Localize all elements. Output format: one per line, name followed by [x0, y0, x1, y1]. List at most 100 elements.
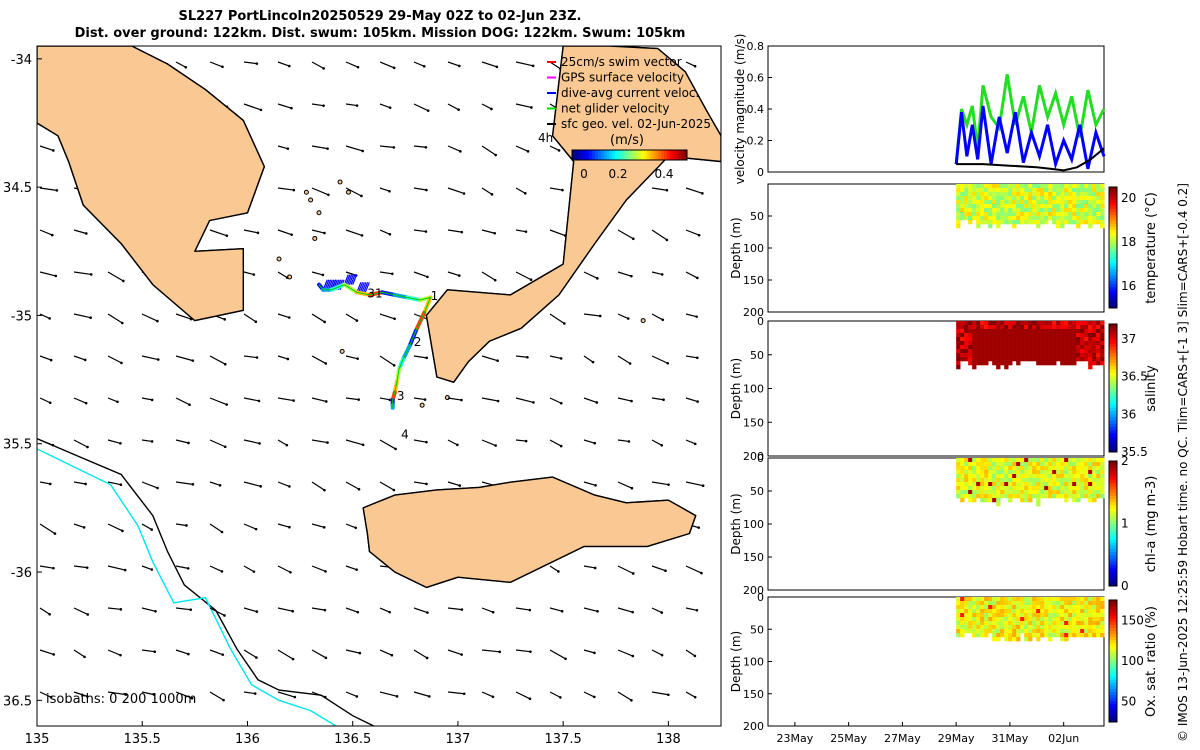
heat-cell	[980, 200, 985, 205]
heat-cell	[1028, 216, 1033, 221]
vector-arrow-head	[495, 65, 499, 69]
heat-cell	[1096, 333, 1101, 338]
heat-cell	[1008, 188, 1013, 193]
heat-cell	[1048, 361, 1053, 366]
heat-cell	[996, 329, 1001, 334]
heat-cell	[1096, 470, 1101, 475]
heat-cell	[1056, 192, 1061, 197]
vector-arrow-head	[323, 488, 326, 492]
heat-cell	[1084, 349, 1089, 354]
vector-arrow-head	[388, 106, 392, 109]
heat-cell	[984, 486, 989, 491]
heat-cell	[1068, 625, 1073, 630]
vector-arrow	[141, 607, 156, 612]
vector-arrow-head	[256, 231, 260, 235]
heat-cell	[1072, 494, 1077, 499]
heat-cell	[968, 212, 973, 217]
heat-cell	[984, 196, 989, 201]
heat-cell	[1088, 462, 1093, 467]
heat-cell	[980, 466, 985, 471]
heat-cell	[968, 321, 973, 326]
velocity-ytick-label: 0.2	[747, 135, 765, 148]
heat-cell	[964, 474, 969, 479]
heat-cell	[1080, 597, 1085, 602]
heat-cell	[1020, 482, 1025, 487]
heat-cell	[960, 625, 965, 630]
vector-arrow-head	[695, 315, 698, 318]
heat-cell	[980, 482, 985, 487]
heat-cell	[1040, 490, 1045, 495]
vector-arrow	[209, 607, 225, 616]
vector-arrow	[209, 481, 221, 486]
colorbar-cell	[1109, 517, 1117, 521]
heat-cell	[1008, 329, 1013, 334]
heat-cell	[1096, 216, 1101, 221]
heat-cell	[956, 633, 961, 638]
vector-arrow	[175, 61, 187, 68]
heat-cell	[1056, 208, 1061, 213]
colorbar-cell	[1109, 667, 1117, 671]
heat-cell	[968, 494, 973, 499]
heat-cell	[972, 617, 977, 622]
vector-arrow-head	[491, 610, 495, 614]
heat-cell	[1004, 613, 1009, 618]
map-ytick-label: 34.5	[3, 181, 32, 196]
heat-cell	[1024, 345, 1029, 350]
heat-cell	[968, 625, 973, 630]
heat-cell	[1004, 200, 1009, 205]
vector-arrow	[243, 397, 260, 402]
heat-cell	[1036, 474, 1041, 479]
heat-cell	[960, 208, 965, 213]
heat-cell	[1040, 220, 1045, 225]
heat-cell	[1012, 478, 1017, 483]
heat-cell	[1012, 345, 1017, 350]
vector-arrow-head	[188, 403, 191, 406]
vector-arrow	[175, 565, 189, 569]
heat-cell	[1032, 349, 1037, 354]
heat-cell	[1084, 490, 1089, 495]
heat-cell	[976, 220, 981, 225]
vector-arrow	[515, 439, 527, 442]
heat-cell	[956, 337, 961, 342]
vector-arrow	[481, 229, 495, 234]
colorbar-cell	[1109, 548, 1117, 553]
heat-cell	[1052, 458, 1057, 463]
vector-arrow-head	[220, 530, 224, 534]
heat-cell	[1004, 486, 1009, 491]
vector-arrow	[617, 313, 629, 320]
heat-cell	[1080, 200, 1085, 205]
vector-arrow-head	[458, 484, 462, 487]
heat-cell	[1088, 494, 1093, 499]
vector-arrow-head	[388, 189, 391, 193]
heat-cell	[1044, 212, 1049, 217]
heat-cell	[1048, 345, 1053, 350]
colorbar-cell	[1109, 286, 1117, 291]
heat-cell	[1100, 466, 1105, 471]
heat-cell	[1092, 337, 1097, 342]
colorbar-cell	[1109, 235, 1117, 239]
vector-arrow-head	[701, 484, 705, 488]
heat-cell	[1044, 361, 1049, 366]
track-day-marker: 1	[431, 289, 439, 303]
heat-cell	[968, 605, 973, 610]
vector-arrow-head	[286, 357, 290, 361]
heat-cell	[1004, 208, 1009, 213]
colorbar-cell	[1109, 609, 1117, 613]
heat-cell	[964, 321, 969, 326]
colorbar-cell	[1109, 432, 1117, 437]
vector-arrow-head	[286, 147, 290, 150]
heat-cell	[964, 466, 969, 471]
vector-arrow-head	[285, 276, 289, 279]
heat-cell	[996, 204, 1001, 209]
heat-cell	[1048, 329, 1053, 334]
vector-arrow-head	[494, 153, 497, 157]
vector-arrow	[481, 103, 492, 110]
heat-cell	[1080, 466, 1085, 471]
heat-cell	[1096, 494, 1101, 499]
vector-arrow	[107, 481, 121, 486]
heat-cell	[960, 486, 965, 491]
heat-cell	[992, 625, 997, 630]
heat-cell	[1000, 220, 1005, 225]
heat-cell	[964, 204, 969, 209]
heat-cell	[1064, 482, 1069, 487]
